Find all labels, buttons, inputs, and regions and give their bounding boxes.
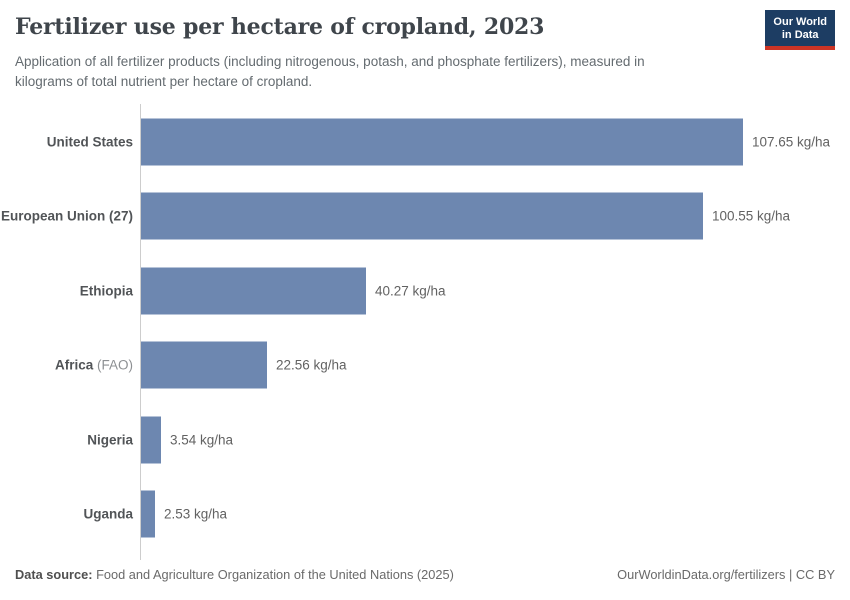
- chart-area: United States 107.65 kg/ha European Union …: [0, 104, 850, 560]
- owid-logo-line-2: in Data: [781, 29, 819, 41]
- category-note: (FAO): [93, 357, 133, 373]
- value-label: 22.56 kg/ha: [276, 357, 347, 373]
- bar-africa[interactable]: [141, 341, 267, 389]
- bar-european-union-27[interactable]: [141, 192, 703, 240]
- owid-logo-line-1: Our World: [773, 16, 827, 28]
- chart-subtitle-line-2: kilograms of total nutrient per hectare …: [15, 73, 313, 89]
- chart-subtitle: Application of all fertilizer products (…: [15, 52, 645, 91]
- credit-link: OurWorldinData.org/fertilizers | CC BY: [617, 567, 835, 582]
- chart-footer: Data source: Food and Agriculture Organi…: [15, 567, 835, 582]
- category-label: Ethiopia: [0, 283, 133, 298]
- bar-ethiopia[interactable]: [141, 267, 366, 314]
- owid-logo: Our World in Data: [765, 10, 835, 50]
- bar-uganda[interactable]: [141, 490, 155, 538]
- y-axis-line: [140, 104, 141, 560]
- category-label: United States: [0, 134, 133, 149]
- category-name: Nigeria: [87, 432, 133, 447]
- category-name: European Union (27): [0, 208, 133, 224]
- category-name: Ethiopia: [79, 283, 133, 298]
- bar-nigeria[interactable]: [141, 416, 161, 463]
- data-source-text: Food and Agriculture Organization of the…: [92, 567, 454, 582]
- chart-title: Fertilizer use per hectare of cropland, …: [15, 14, 545, 40]
- category-label: Uganda: [0, 507, 133, 522]
- category-label: Nigeria: [0, 432, 133, 447]
- data-source-note: Data source: Food and Agriculture Organi…: [15, 567, 454, 582]
- bar-united-states[interactable]: [141, 118, 743, 165]
- value-label: 3.54 kg/ha: [170, 432, 234, 447]
- value-label: 100.55 kg/ha: [712, 208, 791, 224]
- data-source-label: Data source:: [15, 567, 93, 582]
- value-label: 2.53 kg/ha: [164, 506, 228, 522]
- chart-subtitle-line-1: Application of all fertilizer products (…: [15, 54, 645, 69]
- category-name: United States: [46, 134, 133, 149]
- value-label: 107.65 kg/ha: [752, 134, 831, 149]
- category-label: Africa (FAO): [0, 358, 133, 373]
- value-label: 40.27 kg/ha: [375, 283, 446, 298]
- category-name: Africa: [54, 357, 94, 373]
- category-label: European Union (27): [0, 209, 133, 224]
- category-name: Uganda: [83, 506, 133, 522]
